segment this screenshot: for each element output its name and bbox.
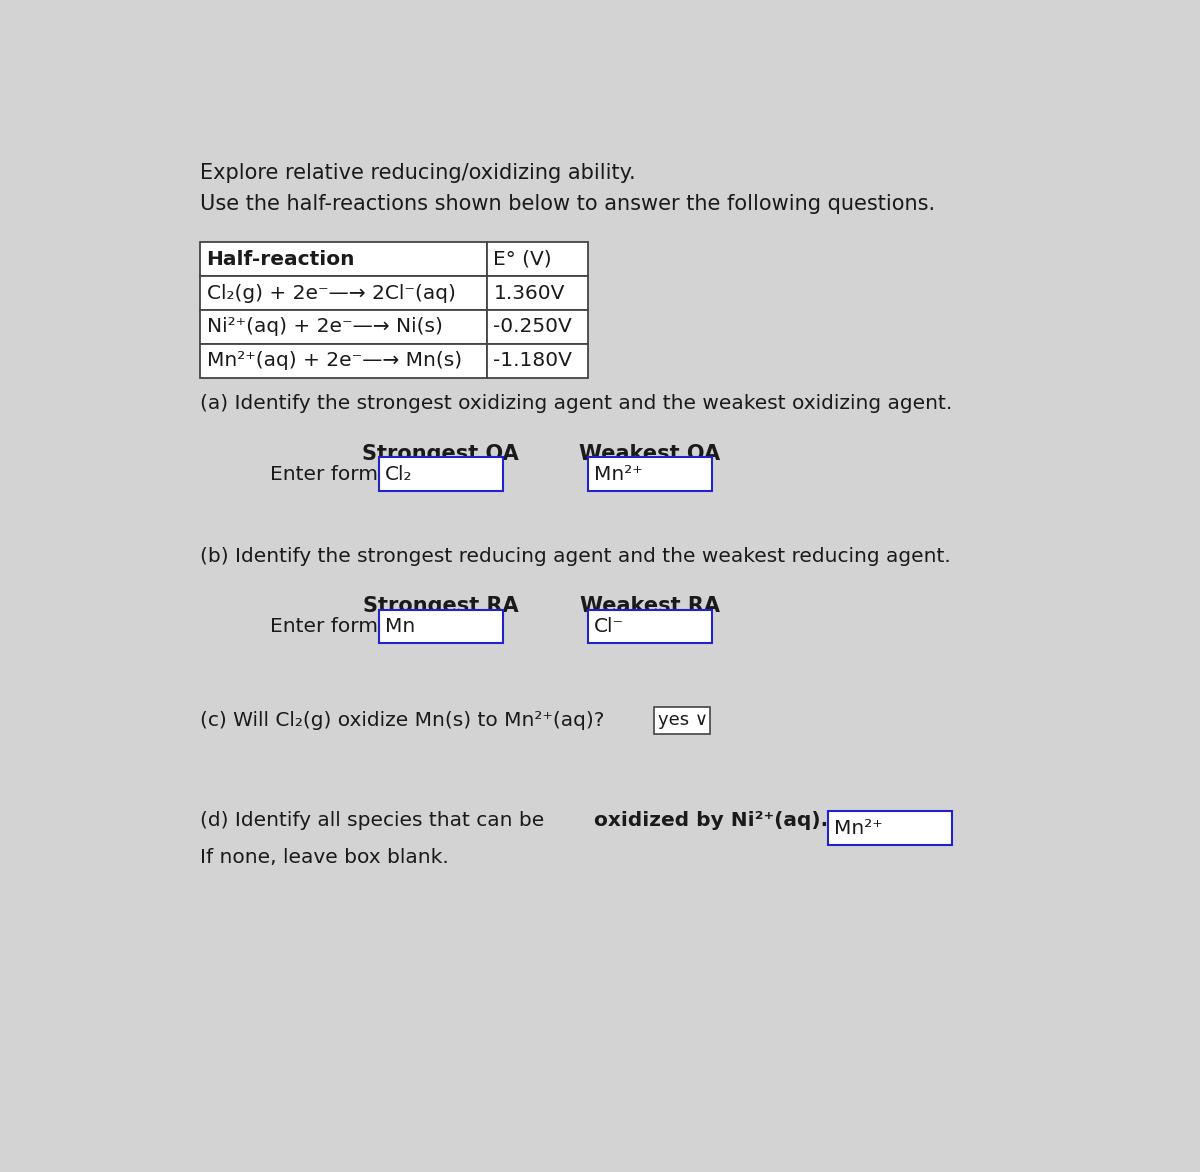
FancyBboxPatch shape [828,811,952,845]
Text: Mn²⁺: Mn²⁺ [594,464,643,484]
Text: oxidized by Ni²⁺(aq).: oxidized by Ni²⁺(aq). [594,811,828,830]
Text: Strongest RA: Strongest RA [362,597,518,616]
Text: yes ∨: yes ∨ [659,711,708,729]
Text: Weakest RA: Weakest RA [580,597,720,616]
FancyBboxPatch shape [379,609,503,643]
FancyBboxPatch shape [200,343,487,377]
Text: -0.250V: -0.250V [493,318,572,336]
Text: Weakest OA: Weakest OA [580,444,720,464]
FancyBboxPatch shape [487,311,588,343]
Text: Explore relative reducing/oxidizing ability.: Explore relative reducing/oxidizing abil… [200,163,636,183]
Text: (d) Identify all species that can be: (d) Identify all species that can be [200,811,551,830]
Text: Strongest OA: Strongest OA [362,444,520,464]
Text: If none, leave box blank.: If none, leave box blank. [200,849,449,867]
Text: Mn²⁺: Mn²⁺ [834,819,883,838]
Text: Ni²⁺(aq) + 2e⁻—→ Ni(s): Ni²⁺(aq) + 2e⁻—→ Ni(s) [206,318,443,336]
FancyBboxPatch shape [487,243,588,277]
FancyBboxPatch shape [487,277,588,311]
FancyBboxPatch shape [200,311,487,343]
Text: (b) Identify the strongest reducing agent and the weakest reducing agent.: (b) Identify the strongest reducing agen… [200,547,952,566]
Text: Cl₂: Cl₂ [385,464,413,484]
FancyBboxPatch shape [588,457,712,491]
Text: Mn: Mn [385,616,415,636]
Text: (a) Identify the strongest oxidizing agent and the weakest oxidizing agent.: (a) Identify the strongest oxidizing age… [200,395,953,414]
Text: Cl₂(g) + 2e⁻—→ 2Cl⁻(aq): Cl₂(g) + 2e⁻—→ 2Cl⁻(aq) [206,284,456,302]
Text: Cl⁻: Cl⁻ [594,616,624,636]
FancyBboxPatch shape [654,708,709,734]
Text: -1.180V: -1.180V [493,352,572,370]
FancyBboxPatch shape [379,457,503,491]
FancyBboxPatch shape [200,243,487,277]
Text: Enter formulas:: Enter formulas: [270,616,426,636]
Text: Half-reaction: Half-reaction [206,250,355,268]
Text: Mn²⁺(aq) + 2e⁻—→ Mn(s): Mn²⁺(aq) + 2e⁻—→ Mn(s) [206,352,462,370]
FancyBboxPatch shape [487,343,588,377]
Text: Use the half-reactions shown below to answer the following questions.: Use the half-reactions shown below to an… [200,193,936,213]
Text: (c) Will Cl₂(g) oxidize Mn(s) to Mn²⁺(aq)?: (c) Will Cl₂(g) oxidize Mn(s) to Mn²⁺(aq… [200,711,605,730]
Text: E° (V): E° (V) [493,250,552,268]
FancyBboxPatch shape [588,609,712,643]
Text: 1.360V: 1.360V [493,284,565,302]
Text: Enter formulas:: Enter formulas: [270,464,426,484]
FancyBboxPatch shape [200,277,487,311]
